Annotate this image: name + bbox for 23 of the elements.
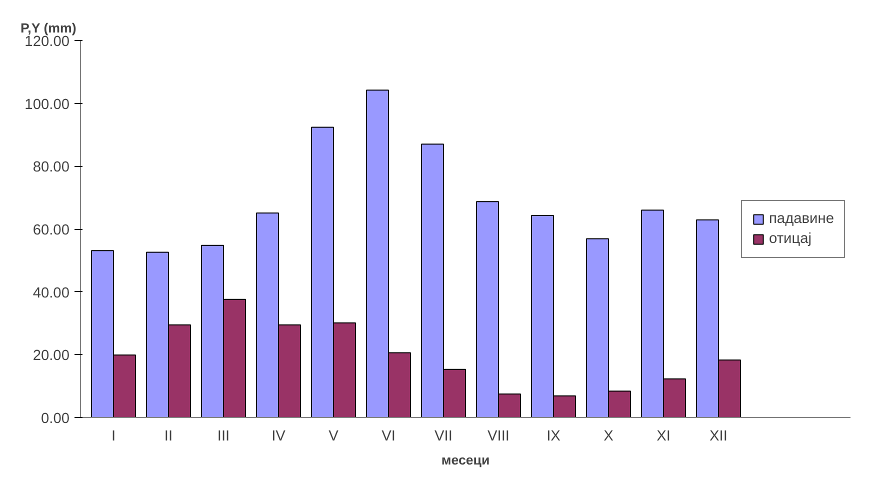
y-tick-label: 120.00 (24, 34, 70, 50)
y-tick-label: 40.00 (32, 285, 70, 302)
x-tick-label: VIII (488, 428, 510, 444)
x-axis-title: месеци (441, 452, 490, 468)
y-tick-label: 100.00 (24, 96, 70, 113)
x-tick-label: X (604, 428, 614, 444)
x-tick-label: V (328, 428, 339, 444)
x-tick-label: III (217, 428, 230, 444)
x-tick-label: IV (272, 428, 286, 444)
x-tick-label: XI (656, 428, 670, 444)
y-tick-label: 0.00 (40, 411, 70, 427)
x-tick-label: IX (546, 428, 561, 444)
legend-label: падавине (768, 210, 834, 226)
y-tick-label: 60.00 (32, 222, 70, 238)
y-tick-label: 20.00 (32, 348, 70, 364)
y-tick-label: 80.00 (32, 160, 70, 176)
x-tick-label: II (164, 428, 173, 444)
y-axis-title: P,Y (mm) (20, 20, 76, 36)
x-tick-label: VI (382, 428, 396, 444)
legend-label: отицај (768, 230, 812, 246)
x-tick-label: I (111, 428, 116, 444)
x-tick-label: XII (710, 428, 728, 444)
x-tick-label: VII (434, 428, 452, 444)
